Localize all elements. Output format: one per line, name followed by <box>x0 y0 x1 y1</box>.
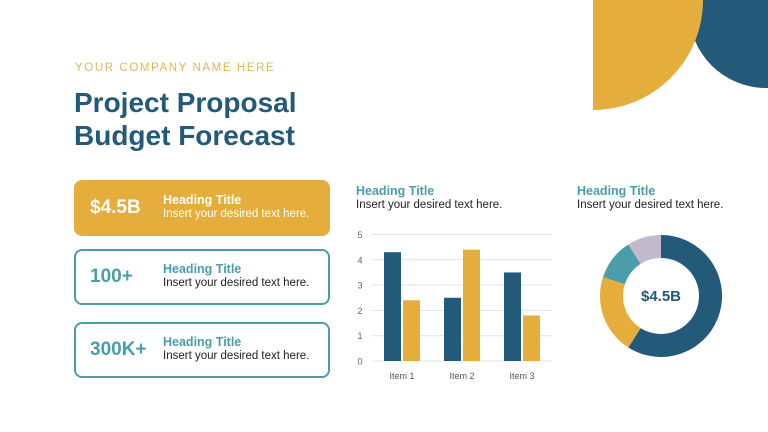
bar <box>504 272 521 361</box>
y-tick-label: 2 <box>357 306 362 316</box>
donut-slice <box>602 244 641 285</box>
bar <box>463 249 480 361</box>
bar <box>384 252 401 361</box>
stat-value: 100+ <box>90 266 133 287</box>
x-tick-label: Item 2 <box>449 371 474 381</box>
stat-heading: Heading Title <box>163 262 242 276</box>
stat-card-1: $4.5B Heading Title Insert your desired … <box>74 180 330 236</box>
company-name: YOUR COMPANY NAME HERE <box>75 62 276 74</box>
y-tick-label: 5 <box>357 230 362 240</box>
gold-quarter-circle-decor <box>593 0 703 110</box>
stat-text: Insert your desired text here. <box>163 350 310 362</box>
x-tick-label: Item 1 <box>389 371 414 381</box>
bar-chart-subtext: Insert your desired text here. <box>356 199 503 211</box>
title-line-2: Budget Forecast <box>74 120 295 151</box>
donut-slice <box>628 235 722 357</box>
stat-card-3: 300K+ Heading Title Insert your desired … <box>74 322 330 378</box>
bar <box>523 315 540 361</box>
bar <box>403 300 420 361</box>
donut-chart-heading: Heading Title <box>577 184 656 198</box>
stat-value: $4.5B <box>90 197 141 218</box>
stat-value: 300K+ <box>90 339 147 360</box>
stat-text: Insert your desired text here. <box>163 277 310 289</box>
navy-circle-decor <box>689 0 768 88</box>
stat-card-2: 100+ Heading Title Insert your desired t… <box>74 249 330 305</box>
donut-chart <box>600 235 722 357</box>
bar-chart: 0 1 2 3 4 5 Item 1 Item 2 Item 3 <box>357 230 552 381</box>
bar-chart-heading: Heading Title <box>356 184 435 198</box>
page-title: Project Proposal Budget Forecast <box>74 86 297 152</box>
donut-slice <box>628 235 661 264</box>
x-tick-label: Item 3 <box>509 371 534 381</box>
stat-text: Insert your desired text here. <box>163 208 310 220</box>
y-tick-label: 3 <box>357 281 362 291</box>
bar <box>444 297 461 361</box>
y-tick-label: 1 <box>357 331 362 341</box>
donut-center-label: $4.5B <box>640 287 682 305</box>
donut-slice <box>600 277 641 348</box>
y-tick-label: 4 <box>357 255 362 265</box>
stat-heading: Heading Title <box>163 193 242 207</box>
y-tick-label: 0 <box>357 357 362 367</box>
title-line-1: Project Proposal <box>74 87 297 118</box>
donut-chart-subtext: Insert your desired text here. <box>577 199 724 211</box>
stat-heading: Heading Title <box>163 335 242 349</box>
